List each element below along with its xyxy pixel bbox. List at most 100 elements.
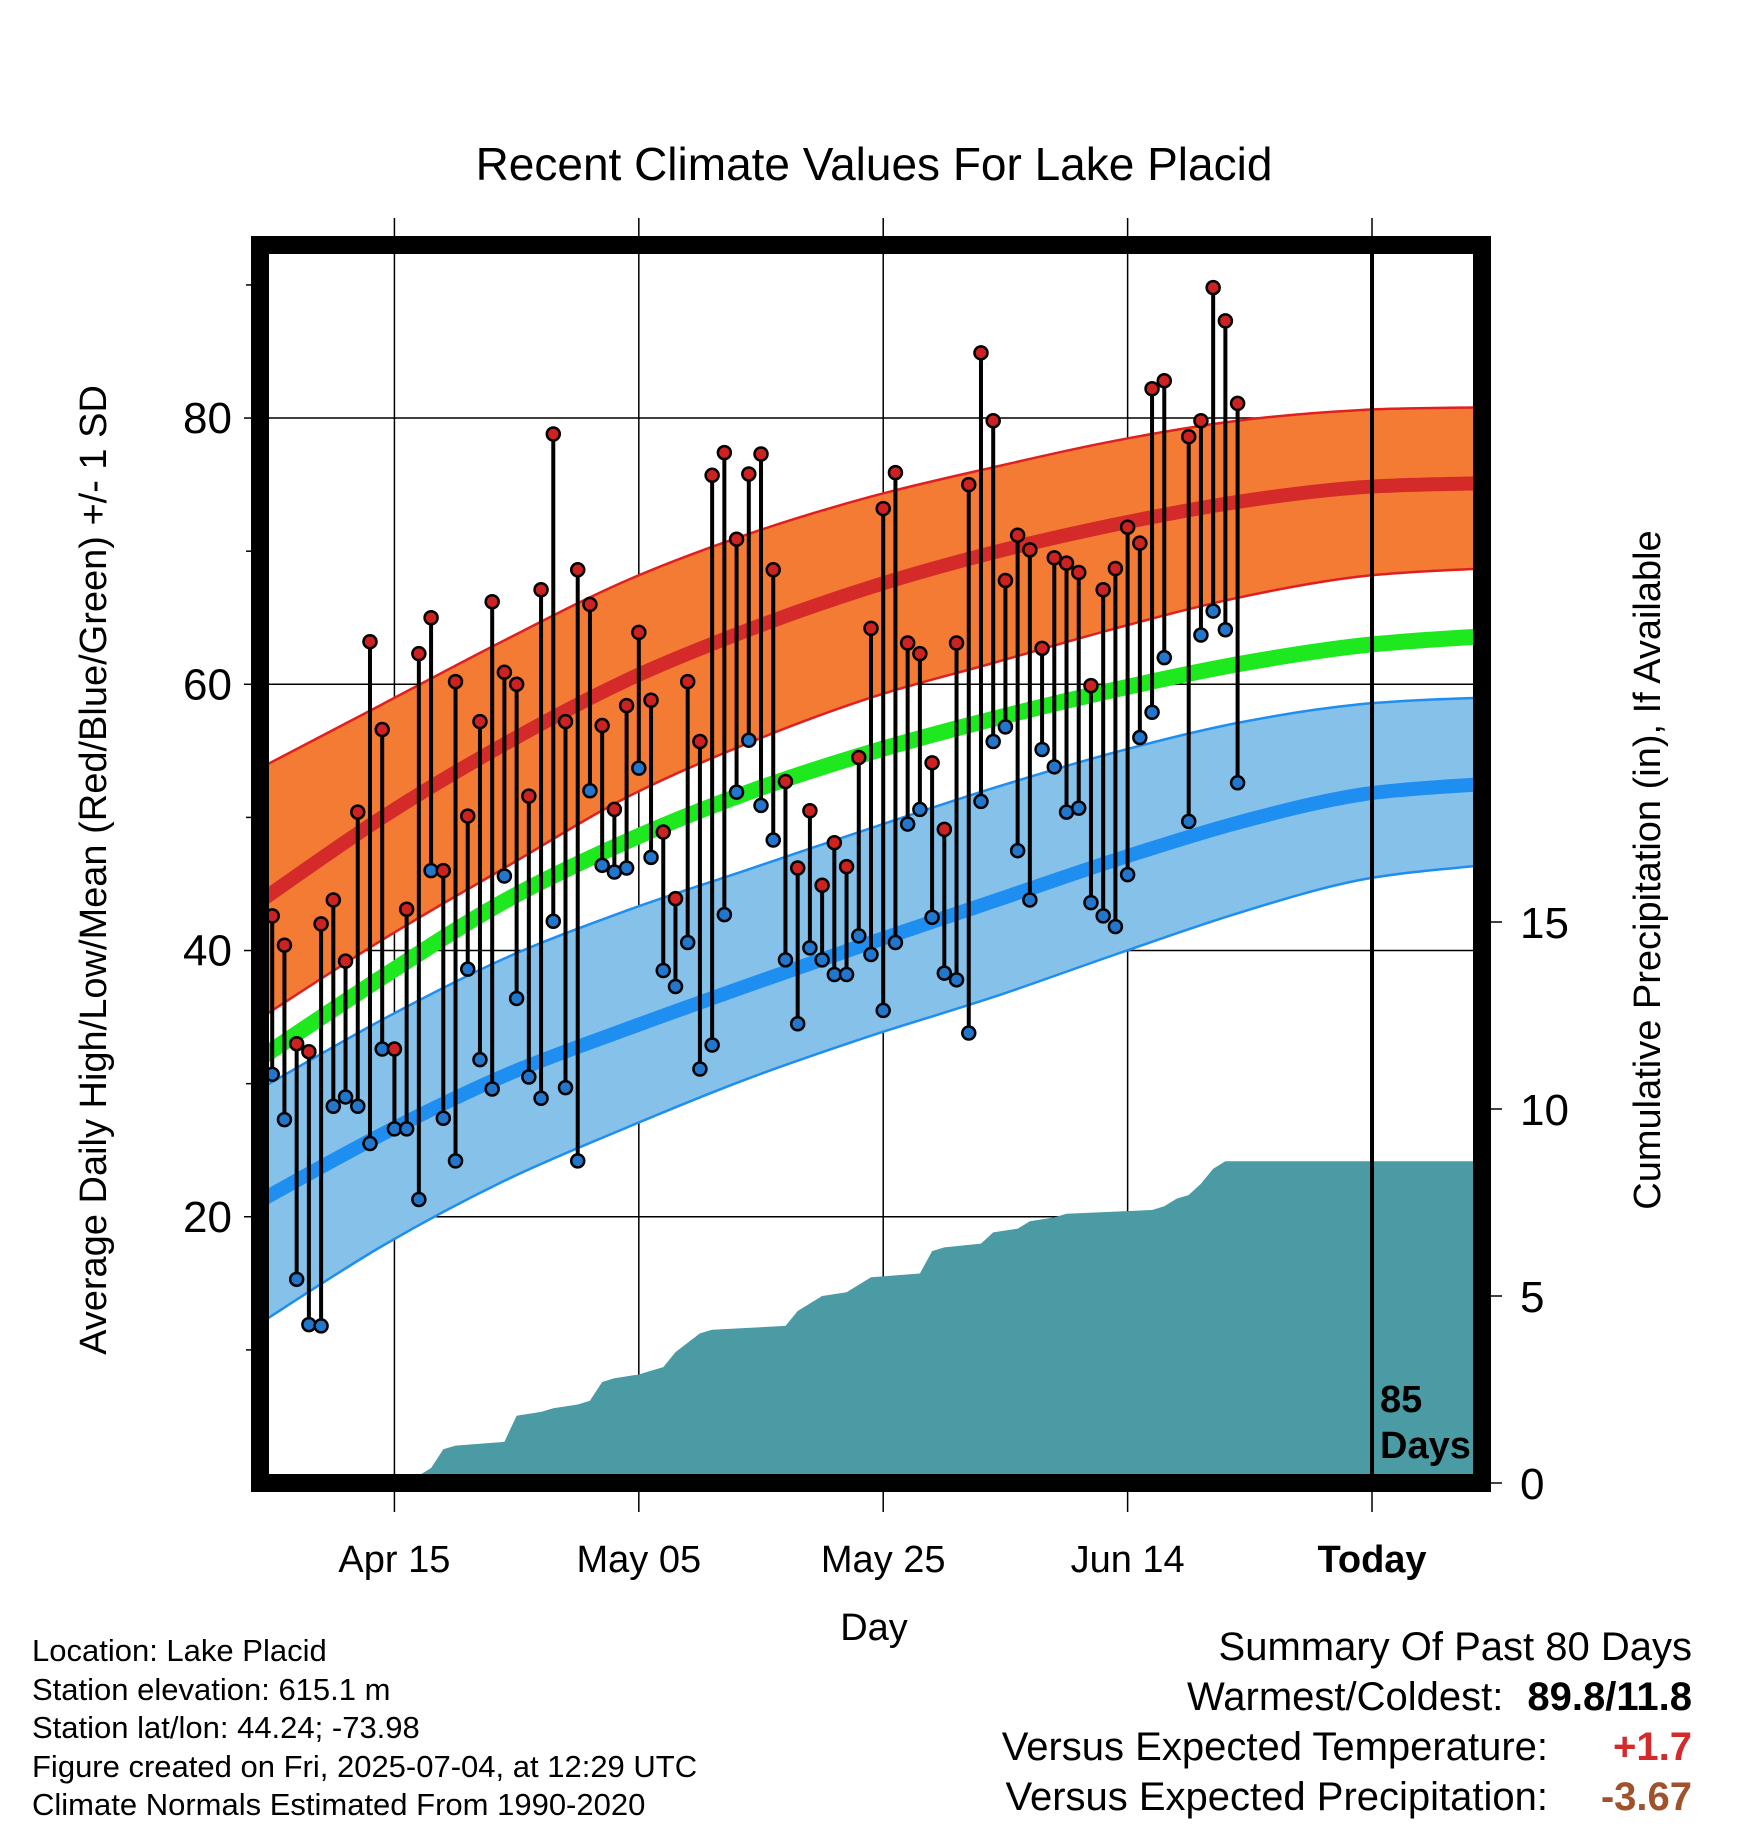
daily-high-point bbox=[496, 664, 513, 681]
daily-high-point bbox=[1144, 381, 1160, 397]
daily-high-point bbox=[851, 749, 867, 766]
daily-low-point bbox=[997, 719, 1014, 735]
daily-high-point bbox=[276, 937, 293, 953]
daily-high-point bbox=[753, 446, 769, 462]
coldest-value: 11.8 bbox=[1616, 1675, 1692, 1719]
low-sd-band bbox=[260, 697, 1482, 1324]
daily-low-point bbox=[1229, 775, 1246, 791]
daily-high-point bbox=[655, 824, 672, 840]
high-plus-sd-line bbox=[260, 406, 1482, 770]
y2-tick-label-10: 10 bbox=[1520, 1086, 1569, 1135]
daily-low-point bbox=[802, 940, 818, 956]
daily-low-point bbox=[777, 952, 794, 968]
daily-low-point bbox=[1205, 603, 1221, 619]
daily-low-point bbox=[985, 733, 1001, 750]
daily-high-point bbox=[545, 426, 562, 442]
location-text: Location: Lake Placid bbox=[32, 1633, 327, 1668]
daily-high-point bbox=[643, 692, 659, 709]
daily-high-point bbox=[1046, 550, 1063, 566]
daily-high-point bbox=[789, 860, 806, 876]
high-sd-band bbox=[260, 407, 1482, 1019]
daily-low-point bbox=[1193, 627, 1209, 643]
daily-high-point bbox=[973, 345, 989, 361]
y2-tick-label-15: 15 bbox=[1520, 899, 1569, 948]
daily-high-point bbox=[679, 673, 696, 690]
daily-high-point bbox=[423, 609, 439, 626]
daily-low-point bbox=[411, 1191, 427, 1208]
daily-low-point bbox=[716, 906, 733, 923]
high-normal-line bbox=[260, 476, 1482, 908]
daily-high-point bbox=[1034, 640, 1050, 657]
daily-low-point bbox=[912, 801, 928, 818]
daily-high-point bbox=[1217, 313, 1234, 329]
daily-low-point bbox=[692, 1061, 708, 1077]
daily-low-point bbox=[362, 1135, 378, 1152]
daily-high-point bbox=[667, 890, 684, 907]
daily-high-point bbox=[374, 721, 390, 738]
daily-high-point bbox=[484, 594, 500, 610]
daily-high-point bbox=[924, 755, 940, 771]
daily-high-point bbox=[1070, 564, 1087, 581]
today-days-count: 85 bbox=[1380, 1379, 1422, 1421]
y2-axis-label: Cumulative Precipitation (in), If Availa… bbox=[1627, 530, 1669, 1209]
daily-high-point bbox=[582, 596, 598, 613]
daily-low-point bbox=[325, 1098, 342, 1115]
daily-high-point bbox=[472, 713, 488, 730]
daily-low-point bbox=[741, 732, 757, 748]
daily-low-point bbox=[1009, 842, 1026, 859]
daily-high-point bbox=[288, 1035, 305, 1052]
daily-high-point bbox=[936, 821, 953, 838]
daily-low-point bbox=[875, 1002, 891, 1019]
daily-low-point bbox=[1034, 741, 1050, 758]
daily-low-point bbox=[545, 913, 562, 929]
daily-low-point bbox=[447, 1153, 464, 1169]
temp-value: +1.7 bbox=[1613, 1725, 1692, 1769]
x-tick-label-jun-14: Jun 14 bbox=[1071, 1539, 1185, 1581]
daily-low-point bbox=[789, 1015, 806, 1032]
daily-high-point bbox=[618, 697, 635, 714]
daily-low-point bbox=[276, 1111, 293, 1128]
y-tick-label-20: 20 bbox=[183, 1193, 232, 1242]
warm-cold-values: 89.8/11.8 bbox=[1527, 1672, 1692, 1722]
warm-cold-label: Warmest/Coldest: bbox=[1186, 1675, 1504, 1719]
daily-low-point bbox=[472, 1051, 488, 1068]
daily-high-point bbox=[386, 1041, 403, 1057]
daily-low-point bbox=[350, 1098, 366, 1115]
daily-low-point bbox=[1119, 866, 1136, 883]
daily-high-point bbox=[337, 953, 354, 969]
daily-low-point bbox=[1070, 800, 1087, 816]
daily-high-point bbox=[899, 635, 916, 651]
daily-high-point bbox=[569, 562, 586, 578]
today-days-unit: Days bbox=[1380, 1425, 1471, 1467]
value-separator: / bbox=[1605, 1675, 1617, 1719]
daily-high-point bbox=[961, 476, 977, 493]
daily-low-point bbox=[1107, 918, 1124, 935]
daily-high-point bbox=[447, 673, 464, 690]
daily-observations bbox=[260, 279, 1246, 1334]
daily-high-point bbox=[997, 572, 1014, 589]
daily-low-point bbox=[337, 1089, 354, 1105]
summary-precipitation: Versus Expected Precipitation: -3.67 bbox=[1002, 1772, 1692, 1822]
daily-low-point bbox=[288, 1271, 305, 1288]
daily-high-point bbox=[521, 788, 537, 804]
elevation-text: Station elevation: 615.1 m bbox=[32, 1671, 391, 1707]
daily-low-point bbox=[838, 966, 855, 983]
daily-high-point bbox=[704, 467, 720, 484]
daily-high-point bbox=[459, 808, 476, 824]
daily-high-point bbox=[1180, 428, 1197, 445]
daily-low-point bbox=[1022, 892, 1038, 908]
x-tick-label-may-05: May 05 bbox=[577, 1539, 702, 1581]
x-tick-label-today: Today bbox=[1317, 1539, 1426, 1581]
daily-high-point bbox=[350, 804, 366, 820]
daily-low-point bbox=[398, 1121, 415, 1137]
daily-low-point bbox=[459, 961, 476, 977]
precip-value: -3.67 bbox=[1600, 1775, 1692, 1819]
daily-high-point bbox=[301, 1043, 317, 1060]
daily-low-point bbox=[508, 990, 525, 1007]
daily-low-point bbox=[863, 946, 879, 963]
daily-high-point bbox=[1083, 677, 1099, 694]
daily-low-point bbox=[1095, 908, 1111, 924]
daily-high-point bbox=[741, 466, 757, 482]
